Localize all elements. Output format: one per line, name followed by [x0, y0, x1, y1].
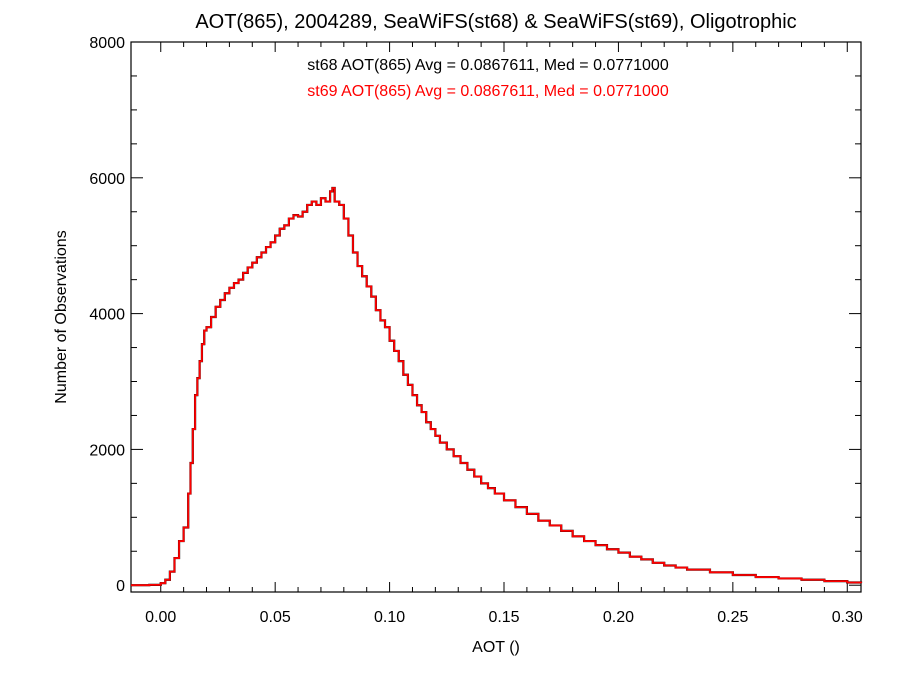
y-tick-label: 0 [116, 578, 125, 595]
plot-area-frame [130, 41, 862, 593]
x-tick-label: 0.10 [374, 609, 405, 626]
series-layer [131, 186, 863, 587]
y-axis-label: Number of Observations [53, 230, 70, 403]
x-axis-label: AOT () [472, 639, 520, 656]
y-tick-label: 2000 [89, 442, 125, 459]
x-tick-label: 0.30 [832, 609, 863, 626]
annotation-st68: st68 AOT(865) Avg = 0.0867611, Med = 0.0… [307, 57, 669, 74]
y-tick-label: 8000 [89, 35, 125, 52]
x-tick-label: 0.20 [603, 609, 634, 626]
x-axis-ticks: 0.00 0.05 0.10 0.15 0.20 0.25 0.30 [145, 42, 863, 626]
y-axis-ticks: 0 2000 4000 6000 8000 [89, 35, 861, 595]
y-tick-label: 6000 [89, 171, 125, 188]
histogram-series-st69 [131, 187, 862, 587]
x-tick-label: 0.00 [145, 609, 176, 626]
x-tick-label: 0.25 [717, 609, 748, 626]
x-tick-label: 0.05 [260, 609, 291, 626]
y-tick-label: 4000 [89, 307, 125, 324]
x-tick-label: 0.15 [488, 609, 519, 626]
chart-title: AOT(865), 2004289, SeaWiFS(st68) & SeaWi… [195, 11, 796, 33]
annotation-st69: st69 AOT(865) Avg = 0.0867611, Med = 0.0… [307, 83, 669, 100]
